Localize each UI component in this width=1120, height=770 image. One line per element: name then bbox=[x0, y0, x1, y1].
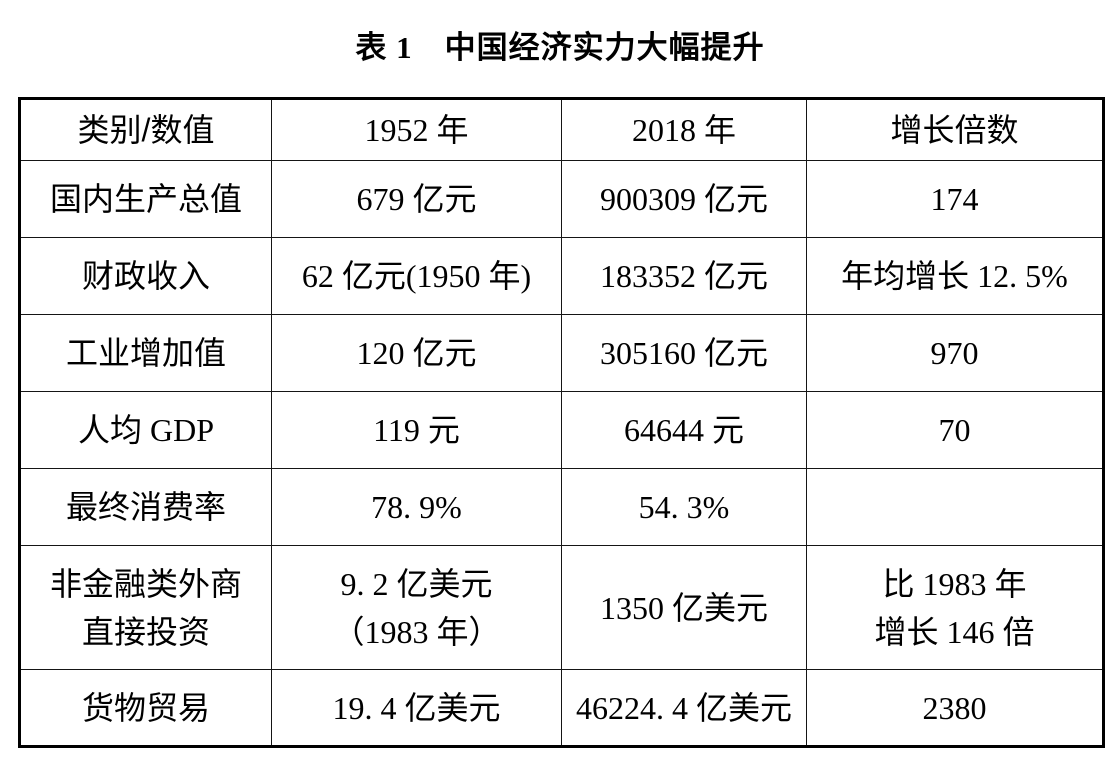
table-cell: 比 1983 年 增长 146 倍 bbox=[806, 545, 1104, 670]
table-cell: 679 亿元 bbox=[271, 160, 562, 238]
table-cell: 64644 元 bbox=[561, 391, 807, 469]
table-cell: 46224. 4 亿美元 bbox=[561, 669, 807, 747]
header-cell-category: 类别/数值 bbox=[19, 98, 272, 161]
table-cell: 国内生产总值 bbox=[19, 160, 272, 238]
table-cell: 19. 4 亿美元 bbox=[271, 669, 562, 747]
economy-table: 类别/数值 1952 年 2018 年 增长倍数 国内生产总值 679 亿元 9… bbox=[18, 97, 1105, 748]
table-cell: 2380 bbox=[806, 669, 1104, 747]
table-cell bbox=[806, 468, 1104, 546]
table-header-row: 类别/数值 1952 年 2018 年 增长倍数 bbox=[19, 98, 1104, 161]
table-row-fiscal-revenue: 财政收入 62 亿元(1950 年) 183352 亿元 年均增长 12. 5% bbox=[19, 237, 1104, 315]
table-cell: 人均 GDP bbox=[19, 391, 272, 469]
table-caption: 表 1 中国经济实力大幅提升 bbox=[355, 30, 765, 65]
table-cell: 54. 3% bbox=[561, 468, 807, 546]
table-row-goods-trade: 货物贸易 19. 4 亿美元 46224. 4 亿美元 2380 bbox=[19, 669, 1104, 747]
table-cell: 70 bbox=[806, 391, 1104, 469]
table-cell: 970 bbox=[806, 314, 1104, 392]
table-cell: 年均增长 12. 5% bbox=[806, 237, 1104, 315]
table-row-industrial-added-value: 工业增加值 120 亿元 305160 亿元 970 bbox=[19, 314, 1104, 392]
header-cell-growth: 增长倍数 bbox=[806, 98, 1104, 161]
table-cell: 900309 亿元 bbox=[561, 160, 807, 238]
table-cell: 183352 亿元 bbox=[561, 237, 807, 315]
header-cell-2018: 2018 年 bbox=[561, 98, 807, 161]
table-cell: 119 元 bbox=[271, 391, 562, 469]
table-row-gdp: 国内生产总值 679 亿元 900309 亿元 174 bbox=[19, 160, 1104, 238]
table-cell: 9. 2 亿美元 （1983 年） bbox=[271, 545, 562, 670]
table-cell: 货物贸易 bbox=[19, 669, 272, 747]
table-cell: 78. 9% bbox=[271, 468, 562, 546]
table-cell: 62 亿元(1950 年) bbox=[271, 237, 562, 315]
table-cell: 174 bbox=[806, 160, 1104, 238]
table-cell: 最终消费率 bbox=[19, 468, 272, 546]
table-cell: 305160 亿元 bbox=[561, 314, 807, 392]
table-row-final-consumption-rate: 最终消费率 78. 9% 54. 3% bbox=[19, 468, 1104, 546]
table-cell: 财政收入 bbox=[19, 237, 272, 315]
table-row-gdp-per-capita: 人均 GDP 119 元 64644 元 70 bbox=[19, 391, 1104, 469]
table-cell: 工业增加值 bbox=[19, 314, 272, 392]
header-cell-1952: 1952 年 bbox=[271, 98, 562, 161]
table-cell: 非金融类外商 直接投资 bbox=[19, 545, 272, 670]
table-cell: 120 亿元 bbox=[271, 314, 562, 392]
table-cell: 1350 亿美元 bbox=[561, 545, 807, 670]
table-row-foreign-direct-investment: 非金融类外商 直接投资 9. 2 亿美元 （1983 年） 1350 亿美元 比… bbox=[19, 545, 1104, 670]
